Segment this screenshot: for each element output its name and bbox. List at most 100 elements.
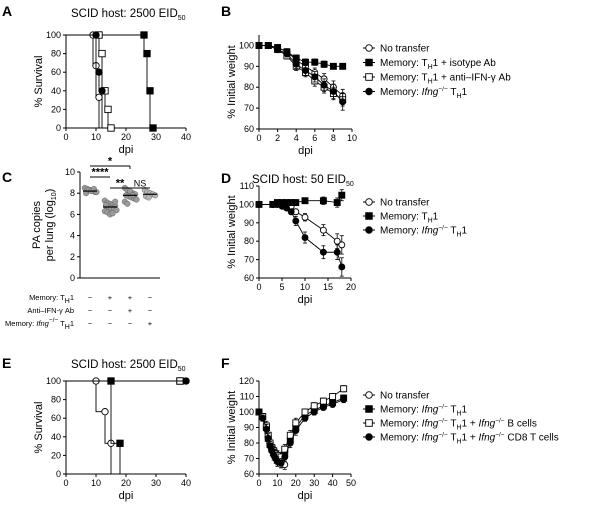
table-cell: − (108, 306, 113, 315)
panel-letter-f: F (221, 355, 230, 371)
y-tick-label: 0 (56, 123, 61, 133)
table-row-label: Memory: TH1 (29, 293, 74, 305)
table-row-label-part: H (65, 324, 70, 331)
data-point (329, 400, 337, 408)
data-point (259, 414, 267, 422)
legend-entry-part: H (428, 64, 433, 71)
series (66, 31, 106, 128)
legend-entry-part: H (456, 439, 461, 446)
data-point (319, 397, 327, 405)
y-tick-label: 80 (244, 82, 254, 92)
data-point (143, 49, 151, 58)
legend-entry: Memory: TH1 + isotype Ab (380, 58, 496, 71)
table-row-label-part: H (65, 298, 70, 305)
y-axis-label: % Survival (33, 56, 45, 108)
series (255, 41, 347, 107)
y-tick-label: 100 (46, 30, 61, 40)
legend-entry-part: −/− (495, 418, 505, 425)
legend-entry-part: Ifng (479, 419, 496, 430)
significance-label: ** (116, 178, 125, 190)
scatter-group (121, 184, 140, 207)
data-point (149, 124, 157, 132)
data-point (152, 192, 159, 199)
legend-marker (365, 44, 373, 52)
legend-entry-part: H (428, 218, 433, 225)
table-row-label-part: T (58, 319, 65, 328)
y-tick-label: 60 (244, 469, 254, 479)
x-tick-label: 40 (181, 478, 191, 488)
legend-entry-part: Memory: (380, 87, 422, 98)
scatter-group (81, 184, 100, 197)
data-point (274, 46, 282, 54)
data-point (103, 201, 110, 208)
series (66, 31, 103, 128)
legend-entry: No transfer (380, 198, 430, 209)
x-tick-label: 0 (63, 132, 68, 142)
series (66, 377, 124, 474)
y-tick-label: 40 (51, 432, 61, 442)
data-point (320, 81, 328, 89)
series (66, 377, 115, 474)
data-point (339, 62, 347, 70)
data-point (340, 396, 348, 404)
legend-entry-part: 1 + (462, 419, 479, 430)
x-tick-label: 10 (347, 133, 357, 143)
legend-entry-part: −/− (438, 432, 448, 439)
legend-entry-part: Ifng (422, 419, 439, 430)
series (255, 396, 348, 469)
series-line (66, 34, 111, 129)
data-point (92, 31, 100, 39)
legend-entry: Memory: TH1 + anti–IFN-γ Ab (380, 73, 511, 86)
significance-label: * (108, 156, 113, 168)
table-row-label: Memory: Ifng−/− TH1 (5, 317, 74, 331)
x-tick-label: 0 (63, 478, 68, 488)
data-point (319, 226, 327, 234)
legend-entry: Memory: Ifng−/− TH1 (380, 225, 468, 239)
data-point (333, 237, 341, 245)
series-line (66, 380, 121, 474)
series (255, 200, 346, 255)
x-tick-label: 2 (275, 133, 280, 143)
chart-e: 0 10 20 30 40 0 20 40 60 80 100 dpi % Survival (33, 376, 191, 502)
y-tick-label: 100 (239, 199, 254, 209)
y-tick-label: 80 (51, 395, 61, 405)
legend-entry-part: B cells (505, 419, 537, 430)
legend-entry-part: Memory: T (380, 212, 428, 223)
legend-entry-part: 1 + anti–IFN-γ Ab (433, 73, 512, 84)
legend-entry: No transfer (380, 44, 430, 55)
panel-title-a-part: 50 (178, 15, 186, 22)
x-tick-label: 10 (91, 132, 101, 142)
x-tick-label: 50 (346, 478, 356, 488)
data-point (302, 67, 309, 74)
data-point (340, 385, 348, 393)
chart-a: 0 10 20 30 40 0 20 40 60 80 100 dpi % Survival (33, 30, 191, 156)
data-point (319, 197, 327, 205)
x-tick-label: 20 (121, 478, 131, 488)
data-point (116, 439, 124, 447)
legend-marker (365, 58, 373, 67)
legend-entry-part: Ifng (422, 87, 439, 98)
legend-entry-part: Memory: T (380, 73, 428, 84)
legend-entry-part: No transfer (380, 44, 430, 55)
legend-entry-part: −/− (438, 225, 448, 232)
series-line (66, 380, 112, 474)
data-point (333, 248, 341, 256)
data-point (98, 49, 106, 58)
y-tick-label: 100 (239, 40, 254, 50)
x-tick-label: 5 (279, 282, 284, 292)
x-tick-label: 6 (312, 133, 317, 143)
table-cell: − (88, 293, 93, 302)
y-tick-label: 2 (70, 252, 75, 262)
legend-entry-part: Ifng (479, 433, 496, 444)
data-point (311, 58, 319, 66)
y-tick-label: 40 (51, 86, 61, 96)
scatter-group (101, 197, 120, 218)
data-point (264, 41, 272, 49)
data-point (310, 408, 318, 416)
data-point (255, 200, 263, 208)
table-cell: − (148, 293, 153, 302)
data-point (311, 73, 319, 81)
data-point (329, 87, 337, 95)
table-cell: − (108, 319, 113, 328)
series-line (259, 203, 343, 268)
